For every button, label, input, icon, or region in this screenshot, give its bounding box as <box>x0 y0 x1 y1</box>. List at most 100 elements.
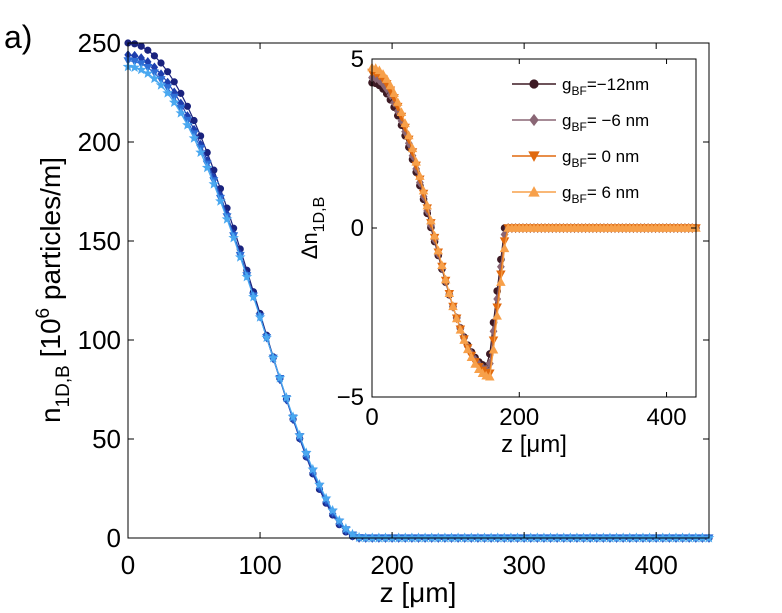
main-data-point <box>201 162 213 173</box>
main-x-tick-label: 100 <box>238 550 281 580</box>
main-data-point <box>287 411 299 422</box>
inset-data-point <box>385 80 396 90</box>
inset-series-group <box>367 62 701 381</box>
legend-label-value: =−12nm <box>587 75 649 94</box>
main-data-point <box>320 492 332 503</box>
legend-item-1: gBF= −6 nm <box>512 111 649 134</box>
main-data-point <box>188 132 200 143</box>
main-data-point <box>267 352 279 363</box>
inset-data-point <box>381 74 392 83</box>
main-data-point <box>215 195 226 206</box>
inset-data-point <box>404 130 414 140</box>
legend-label: gBF= 6 nm <box>562 183 639 206</box>
main-y-tick-label: 150 <box>78 226 121 256</box>
main-data-point <box>327 504 338 515</box>
legend-label-sub: BF <box>571 192 586 206</box>
main-y-tick-label: 250 <box>78 28 121 58</box>
legend-label-base: g <box>562 75 571 94</box>
inset-y-label-sub: 1D,B <box>311 197 328 233</box>
legend-label: gBF= −6 nm <box>562 111 649 134</box>
main-data-point <box>221 213 233 224</box>
inset-data-point <box>429 230 440 240</box>
inset-data-point <box>496 270 506 280</box>
main-data-point <box>300 447 312 458</box>
inset-data-point <box>462 344 473 354</box>
inset-data-point <box>422 200 432 210</box>
main-data-point <box>170 78 178 86</box>
main-data-point <box>248 291 259 302</box>
inset-data-point <box>393 97 403 106</box>
main-y-tick-label: 0 <box>107 523 121 553</box>
main-y-label-sub: 1D,B <box>53 365 74 407</box>
main-data-point <box>340 523 352 534</box>
main-y-tick-label: 50 <box>92 424 121 454</box>
legend-marker <box>528 186 540 197</box>
main-data-point <box>314 479 325 490</box>
inset-data-point <box>492 303 502 313</box>
inset-data-point <box>411 156 421 166</box>
main-data-point <box>208 178 220 189</box>
legend-label: gBF=−12nm <box>562 75 649 98</box>
main-data-point <box>150 52 159 60</box>
main-data-point <box>294 429 305 440</box>
inset-data-point <box>499 243 510 253</box>
legend-label-base: g <box>562 111 571 130</box>
legend-label-value: = −6 nm <box>587 111 649 130</box>
legend-marker <box>528 151 540 162</box>
main-data-point <box>175 107 187 118</box>
inset-x-tick-label: 400 <box>647 404 687 431</box>
legend-marker <box>529 113 539 127</box>
inset-data-point <box>448 301 458 311</box>
main-data-point <box>155 79 167 90</box>
main-data-point <box>168 96 180 108</box>
inset-data-point <box>426 215 436 225</box>
inset-data-point <box>474 364 484 374</box>
inset-x-label: z [μm] <box>501 431 567 458</box>
inset-y-label: Δn1D,B <box>297 197 328 260</box>
main-data-point <box>228 232 239 243</box>
legend-label-value: = 0 nm <box>587 147 639 166</box>
inset-data-point <box>415 171 425 180</box>
inset-data-point <box>496 277 506 286</box>
inset-data-point <box>437 260 447 270</box>
inset-data-point <box>378 69 388 78</box>
main-y-label-base: n <box>35 407 66 423</box>
main-y-tick-label: 100 <box>78 325 121 355</box>
main-data-point <box>135 64 147 75</box>
main-y-label-rest2: particles/m] <box>35 157 66 308</box>
inset-chart: 0 200 400−505 z [μm] Δn1D,B gBF=−12nmgBF= … <box>297 46 701 458</box>
main-plot-frame <box>127 42 710 539</box>
legend-label-base: g <box>562 183 571 202</box>
main-data-point <box>142 67 154 78</box>
inset-x-tick-label: 200 <box>499 404 539 431</box>
main-data-point <box>307 463 319 474</box>
main-data-point <box>195 146 206 157</box>
main-data-point <box>353 531 365 543</box>
inset-data-point <box>440 274 451 284</box>
legend-label: gBF= 0 nm <box>562 147 639 170</box>
inset-data-point <box>407 143 418 153</box>
main-data-point <box>137 42 145 50</box>
inset-x-tick-label: 0 <box>365 404 378 431</box>
inset-data-point <box>374 65 385 75</box>
main-data-point <box>190 116 198 125</box>
main-data-point <box>130 57 140 67</box>
main-data-point <box>177 89 185 97</box>
main-data-point <box>274 372 286 383</box>
inset-data-point <box>455 324 466 334</box>
main-data-point <box>333 515 345 526</box>
legend-label-sub: BF <box>571 156 586 170</box>
main-data-point <box>234 251 246 262</box>
legend-marker <box>529 79 539 89</box>
inset-data-point <box>488 344 499 354</box>
inset-data-point <box>396 107 407 117</box>
main-x-label: z [μm] <box>380 577 457 608</box>
main-data-point <box>131 40 139 48</box>
main-x-tick-label: 200 <box>370 550 413 580</box>
inset-data-point <box>488 336 499 346</box>
main-y-tick-label: 200 <box>78 127 121 157</box>
inset-data-point <box>485 371 495 381</box>
